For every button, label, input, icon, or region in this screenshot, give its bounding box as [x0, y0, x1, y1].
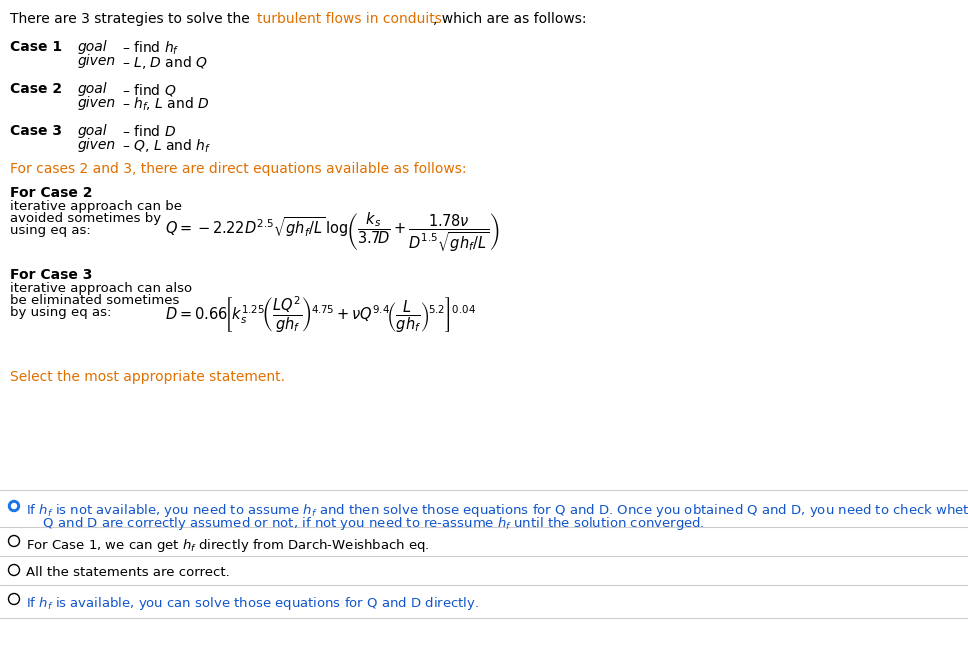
Text: For cases 2 and 3, there are direct equations available as follows:: For cases 2 and 3, there are direct equa…: [10, 162, 467, 176]
Text: given: given: [78, 138, 116, 152]
Text: given: given: [78, 96, 116, 110]
Text: – find $Q$: – find $Q$: [122, 82, 176, 98]
Text: goal: goal: [78, 40, 107, 54]
Text: by using eq as:: by using eq as:: [10, 306, 111, 319]
Text: – $h_f$, $L$ and $D$: – $h_f$, $L$ and $D$: [122, 96, 209, 114]
Text: iterative approach can also: iterative approach can also: [10, 282, 192, 295]
Text: – $L$, $D$ and $Q$: – $L$, $D$ and $Q$: [122, 54, 208, 71]
Text: Q and D are correctly assumed or not, if not you need to re-assume $h_f$ until t: Q and D are correctly assumed or not, if…: [26, 515, 705, 532]
Text: be eliminated sometimes: be eliminated sometimes: [10, 294, 179, 307]
Circle shape: [12, 503, 16, 509]
Text: Case 1: Case 1: [10, 40, 62, 54]
Text: – find $D$: – find $D$: [122, 124, 176, 139]
Text: – $Q$, $L$ and $h_f$: – $Q$, $L$ and $h_f$: [122, 138, 211, 155]
Text: Select the most appropriate statement.: Select the most appropriate statement.: [10, 370, 285, 384]
Text: If $h_f$ is available, you can solve those equations for Q and D directly.: If $h_f$ is available, you can solve tho…: [26, 595, 479, 612]
Text: Case 3: Case 3: [10, 124, 62, 138]
Text: All the statements are correct.: All the statements are correct.: [26, 566, 229, 579]
Text: For Case 2: For Case 2: [10, 186, 93, 200]
Text: $Q = -2.22D^{2.5}\sqrt{gh_f/L}\,\log\!\left(\dfrac{k_s}{3.7D}+\dfrac{1.78\nu}{D^: $Q = -2.22D^{2.5}\sqrt{gh_f/L}\,\log\!\l…: [165, 211, 499, 254]
Text: using eq as:: using eq as:: [10, 224, 91, 237]
Text: goal: goal: [78, 124, 107, 138]
Text: avoided sometimes by: avoided sometimes by: [10, 212, 161, 225]
Text: – find $h_f$: – find $h_f$: [122, 40, 179, 57]
Circle shape: [9, 500, 19, 511]
Text: given: given: [78, 54, 116, 68]
Text: There are 3 strategies to solve the: There are 3 strategies to solve the: [10, 12, 255, 26]
Text: For Case 3: For Case 3: [10, 268, 92, 282]
Text: turbulent flows in conduits: turbulent flows in conduits: [257, 12, 441, 26]
Text: goal: goal: [78, 82, 107, 96]
Text: Case 2: Case 2: [10, 82, 62, 96]
Text: iterative approach can be: iterative approach can be: [10, 200, 182, 213]
Text: , which are as follows:: , which are as follows:: [433, 12, 587, 26]
Text: For Case 1, we can get $h_f$ directly from Darch-Weishbach eq.: For Case 1, we can get $h_f$ directly fr…: [26, 537, 430, 554]
Text: If $h_f$ is not available, you need to assume $h_f$ and then solve those equatio: If $h_f$ is not available, you need to a…: [26, 502, 968, 519]
Text: $D = 0.66\!\left[k_s^{1.25}\!\left(\dfrac{LQ^2}{gh_f}\right)^{\!4.75}+\nu Q^{9.4: $D = 0.66\!\left[k_s^{1.25}\!\left(\dfra…: [165, 295, 476, 335]
